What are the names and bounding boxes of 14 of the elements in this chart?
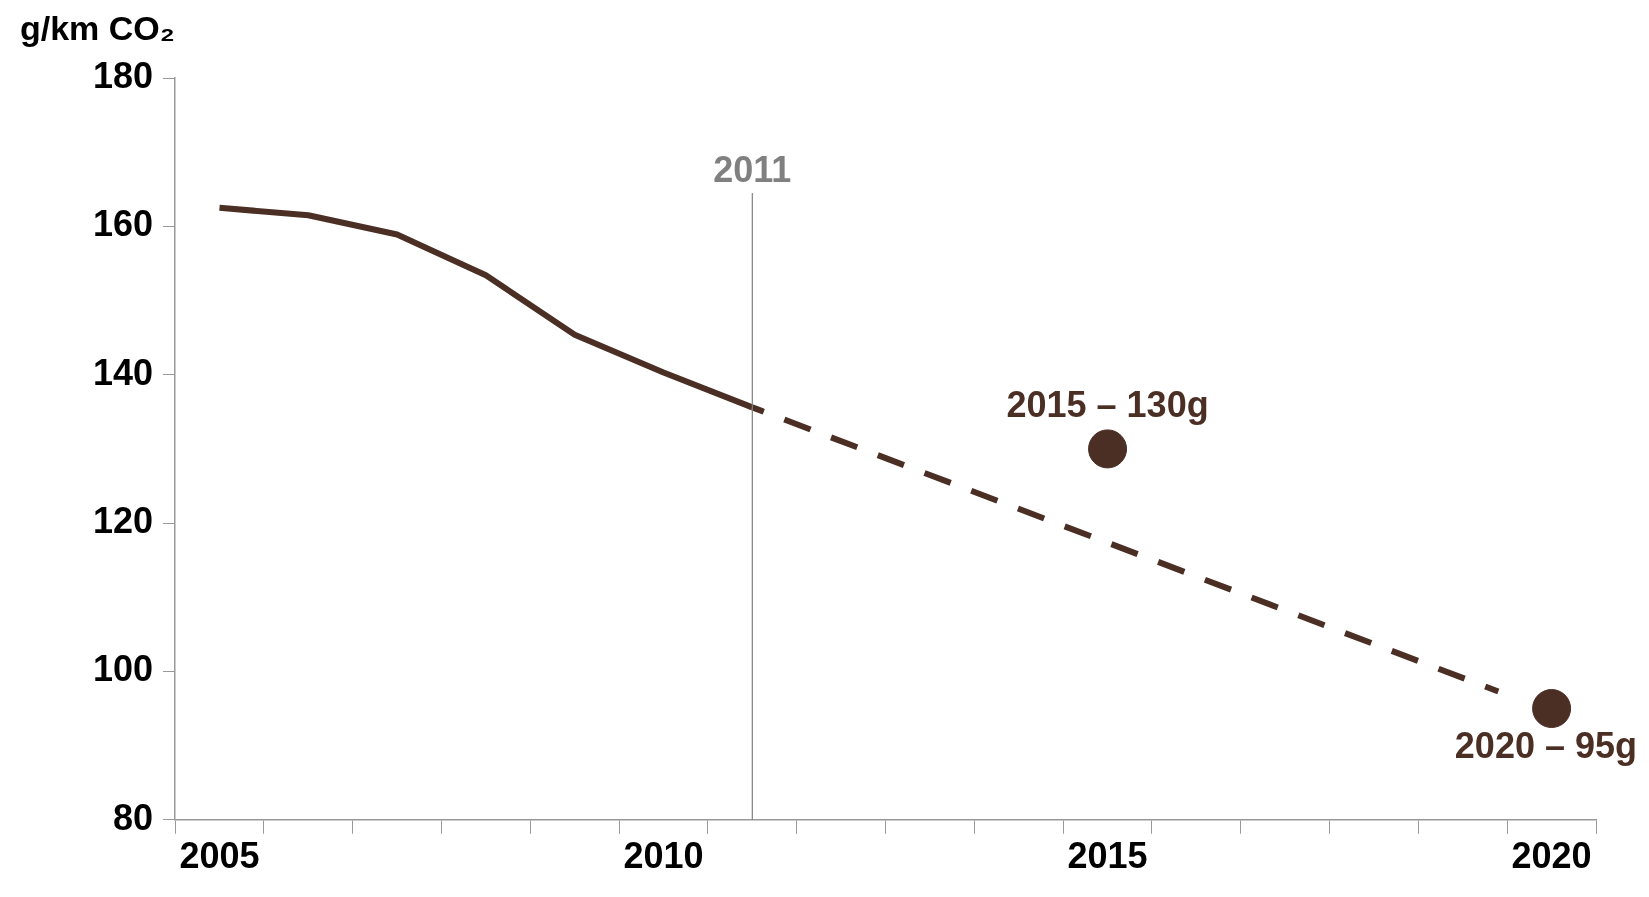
y-tick-label: 160 xyxy=(92,203,154,245)
x-tick-label: 2020 xyxy=(1511,835,1592,877)
y-tick-label: 100 xyxy=(92,648,154,690)
annotation: 2020 – 95g xyxy=(1454,725,1638,767)
y-tick-label: 120 xyxy=(92,500,154,541)
x-tick-label: 2015 xyxy=(1067,835,1148,877)
y-tick-label: 80 xyxy=(113,796,154,838)
annotation: 2015 – 130g xyxy=(1006,383,1209,425)
x-tick-label: 2005 xyxy=(179,835,260,877)
y-tick-label: 180 xyxy=(92,54,154,96)
ref-line-label: 2011 xyxy=(713,148,792,190)
x-tick-label: 2010 xyxy=(623,835,704,877)
y-tick-label: 140 xyxy=(92,351,154,393)
y-axis-title: g/km CO₂ xyxy=(20,9,175,48)
